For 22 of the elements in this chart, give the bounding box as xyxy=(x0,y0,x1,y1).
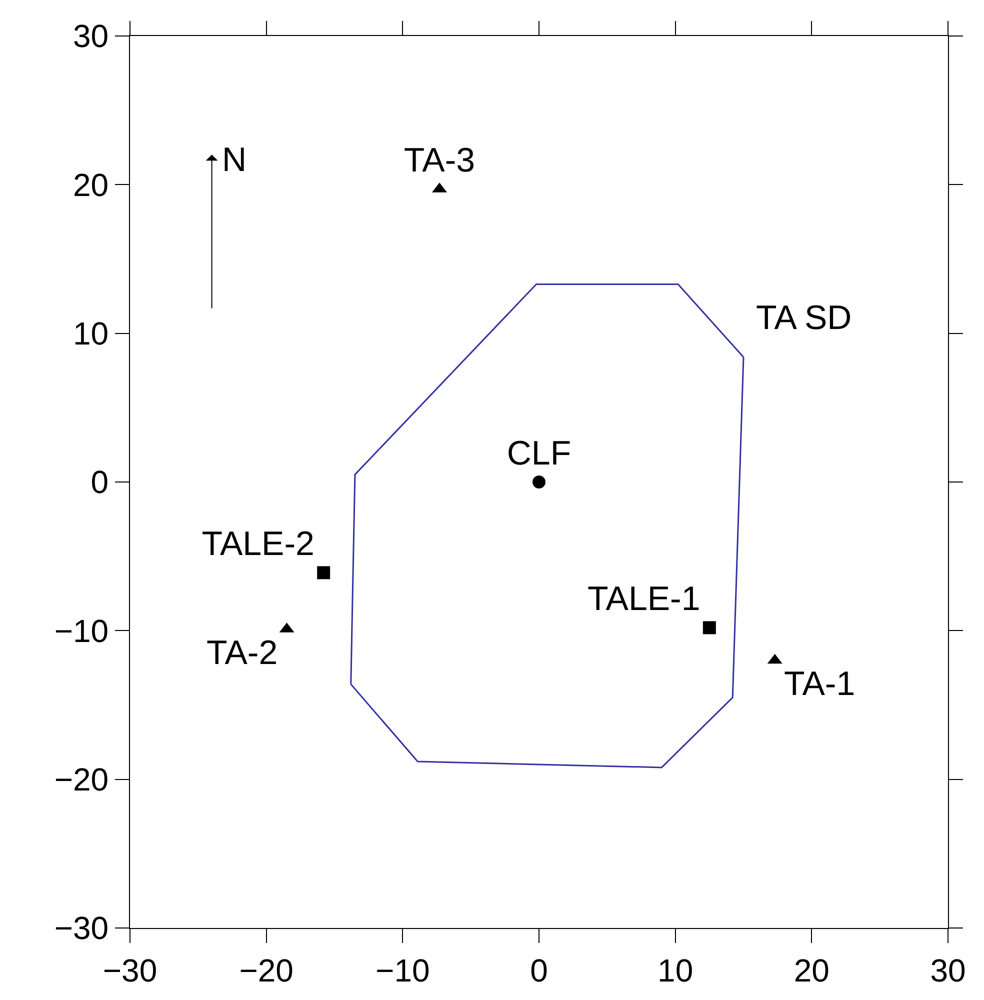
series-label: TA-1 xyxy=(784,665,856,704)
series-label: TA-2 xyxy=(206,634,278,672)
x-tick-label: 0 xyxy=(530,952,548,988)
series-label: TALE-2 xyxy=(202,525,314,564)
y-tick-label: 30 xyxy=(73,18,109,54)
y-tick-label: −20 xyxy=(54,762,109,798)
series-label: TA-3 xyxy=(404,142,476,180)
x-tick-label: 10 xyxy=(658,952,694,988)
series-label: TALE-1 xyxy=(588,580,700,618)
y-tick-label: 20 xyxy=(73,166,109,203)
x-tick-label: −10 xyxy=(376,952,430,988)
x-tick-label: −30 xyxy=(102,952,158,988)
y-tick-label: −30 xyxy=(54,910,109,946)
series-label: TA SD xyxy=(756,299,852,337)
annotation: N xyxy=(222,141,247,179)
y-tick-label: 0 xyxy=(90,464,109,500)
x-tick-label: 30 xyxy=(930,952,966,988)
y-tick-label: −10 xyxy=(54,612,109,649)
x-tick-label: −20 xyxy=(239,952,294,988)
x-tick-label: 20 xyxy=(794,952,830,988)
series-label: CLF xyxy=(506,434,572,472)
y-tick-label: 10 xyxy=(73,316,109,352)
